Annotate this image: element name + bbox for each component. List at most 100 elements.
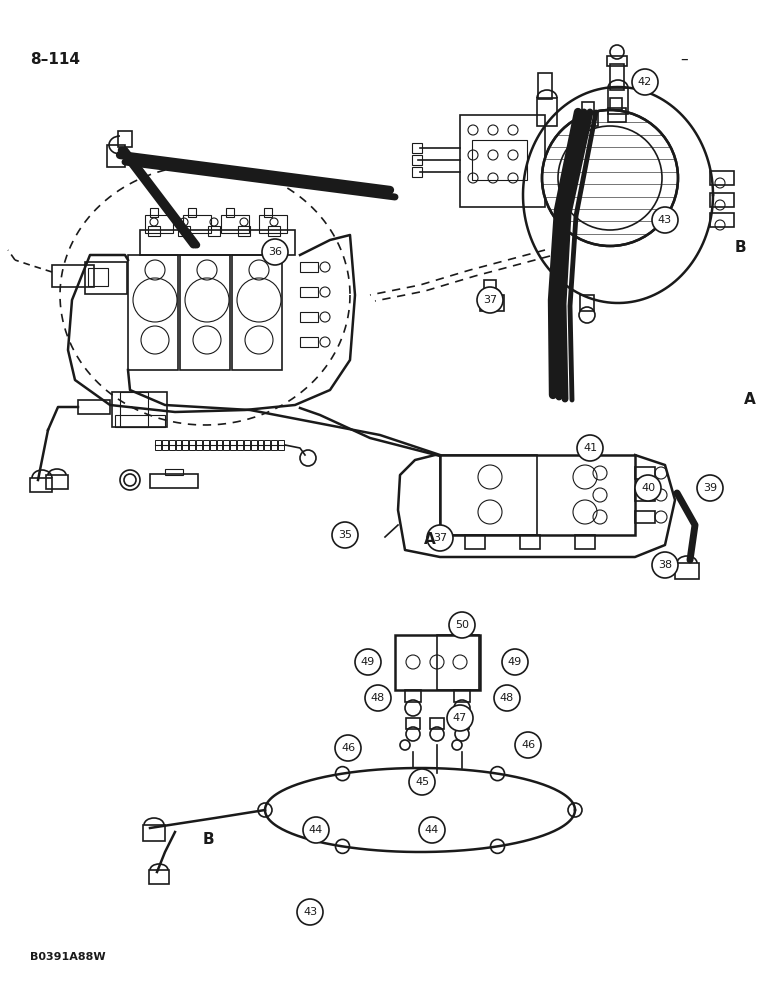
- Bar: [575, 535, 595, 549]
- Bar: [85, 262, 127, 294]
- Bar: [115, 415, 165, 427]
- Bar: [237, 440, 243, 450]
- Bar: [412, 143, 422, 153]
- Bar: [251, 440, 257, 450]
- Bar: [150, 208, 158, 217]
- Bar: [610, 98, 622, 110]
- Bar: [440, 455, 537, 535]
- Text: 49: 49: [508, 657, 522, 667]
- Circle shape: [427, 525, 453, 551]
- Circle shape: [477, 287, 503, 313]
- Bar: [607, 56, 627, 66]
- Text: 44: 44: [309, 825, 323, 835]
- Text: 8–114: 8–114: [30, 52, 80, 67]
- Bar: [88, 268, 108, 286]
- Text: 43: 43: [658, 215, 672, 225]
- Bar: [484, 280, 496, 297]
- Bar: [208, 226, 220, 236]
- Bar: [300, 312, 318, 322]
- Bar: [582, 102, 594, 114]
- Text: 40: 40: [641, 483, 655, 493]
- Bar: [128, 255, 178, 370]
- Bar: [232, 255, 282, 370]
- Circle shape: [335, 735, 361, 761]
- Bar: [300, 337, 318, 347]
- Bar: [430, 718, 444, 729]
- Bar: [580, 112, 598, 126]
- Text: 38: 38: [658, 560, 672, 570]
- Bar: [608, 108, 626, 122]
- Bar: [226, 208, 234, 217]
- Bar: [610, 64, 624, 90]
- Text: 39: 39: [703, 483, 717, 493]
- Bar: [465, 535, 485, 549]
- Text: 36: 36: [268, 247, 282, 257]
- Bar: [437, 635, 479, 690]
- Bar: [217, 440, 222, 450]
- Bar: [112, 392, 167, 427]
- Bar: [710, 193, 734, 207]
- Bar: [635, 467, 655, 479]
- Bar: [178, 226, 190, 236]
- Bar: [140, 230, 295, 255]
- Circle shape: [332, 522, 358, 548]
- Text: 45: 45: [415, 777, 429, 787]
- Bar: [161, 440, 168, 450]
- Circle shape: [355, 649, 381, 675]
- Bar: [168, 440, 175, 450]
- Circle shape: [491, 839, 505, 853]
- Bar: [440, 455, 635, 535]
- Bar: [710, 213, 734, 227]
- Bar: [52, 265, 94, 287]
- Bar: [635, 511, 655, 523]
- Bar: [480, 295, 504, 311]
- Text: B: B: [734, 240, 746, 255]
- Bar: [176, 440, 182, 450]
- Circle shape: [297, 899, 323, 925]
- Bar: [188, 208, 196, 217]
- Bar: [155, 440, 161, 450]
- Bar: [180, 255, 230, 370]
- Bar: [165, 469, 183, 475]
- Bar: [107, 145, 125, 167]
- Bar: [460, 115, 545, 207]
- Bar: [30, 478, 52, 492]
- Bar: [210, 440, 215, 450]
- Bar: [472, 140, 527, 180]
- Bar: [145, 215, 173, 233]
- Text: 44: 44: [425, 825, 439, 835]
- Bar: [406, 718, 420, 729]
- Bar: [537, 98, 557, 126]
- Bar: [46, 475, 68, 489]
- Circle shape: [447, 705, 473, 731]
- Circle shape: [652, 207, 678, 233]
- Text: 46: 46: [521, 740, 535, 750]
- Text: 49: 49: [361, 657, 375, 667]
- Bar: [149, 870, 169, 884]
- Bar: [271, 440, 277, 450]
- Text: –: –: [680, 52, 688, 67]
- Bar: [412, 155, 422, 165]
- Text: 42: 42: [638, 77, 652, 87]
- Circle shape: [502, 649, 528, 675]
- Bar: [538, 73, 552, 99]
- Bar: [635, 489, 655, 501]
- Text: 37: 37: [483, 295, 497, 305]
- Text: 48: 48: [500, 693, 514, 703]
- Text: A: A: [744, 392, 756, 408]
- Circle shape: [335, 839, 349, 853]
- Bar: [244, 440, 250, 450]
- Bar: [143, 825, 165, 841]
- Text: 43: 43: [303, 907, 317, 917]
- Text: 47: 47: [453, 713, 467, 723]
- Circle shape: [491, 767, 505, 781]
- Bar: [520, 535, 540, 549]
- Bar: [675, 563, 699, 579]
- Bar: [120, 392, 148, 427]
- Circle shape: [697, 475, 723, 501]
- Text: 46: 46: [341, 743, 355, 753]
- Bar: [264, 208, 272, 217]
- Bar: [395, 635, 480, 690]
- Circle shape: [652, 552, 678, 578]
- Bar: [203, 440, 209, 450]
